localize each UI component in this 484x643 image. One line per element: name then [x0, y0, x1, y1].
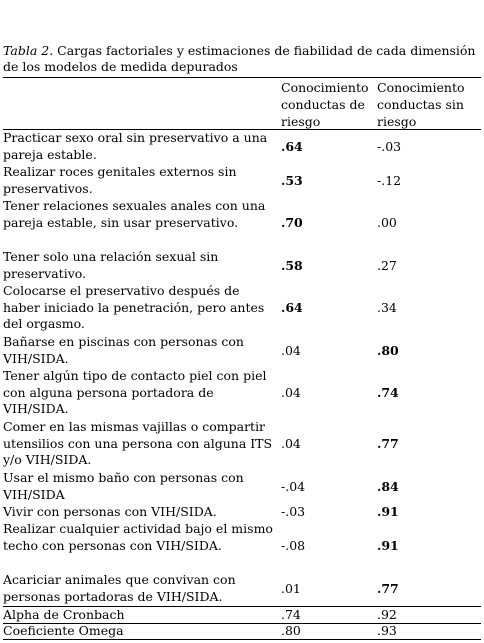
loading-no-risk: .77 — [377, 581, 399, 596]
table-row: Tener solo una relación sexual sin prese… — [3, 249, 481, 282]
loading-risk: .04 — [281, 343, 301, 358]
item-label: Tener solo una relación sexual sin prese… — [3, 249, 219, 281]
omega-risk: .80 — [281, 623, 301, 638]
table-row: Acariciar animales que convivan con pers… — [3, 572, 481, 605]
loading-risk: .70 — [281, 215, 303, 230]
header-rule — [3, 129, 481, 130]
loading-risk: -.03 — [281, 504, 306, 519]
table-label: Tabla 2. — [3, 43, 54, 58]
item-label: Practicar sexo oral sin preservativo a u… — [3, 130, 268, 162]
reliability-row-alpha: Alpha de Cronbach .74 .92 — [3, 607, 481, 623]
item-label: Usar el mismo baño con personas con VIH/… — [3, 470, 244, 502]
bottom-rule — [3, 639, 481, 640]
item-label: Coeficiente Omega — [3, 623, 124, 638]
loading-risk: .04 — [281, 436, 301, 451]
loading-no-risk: .77 — [377, 436, 399, 451]
table-row: Practicar sexo oral sin preservativo a u… — [3, 130, 481, 163]
table-row: Colocarse el preservativo después de hab… — [3, 283, 481, 333]
loading-no-risk: .27 — [377, 258, 397, 273]
table-title: Cargas factoriales y estimaciones de fia… — [3, 43, 476, 74]
row-rule — [3, 623, 481, 624]
loading-risk: .64 — [281, 300, 303, 315]
item-label: Realizar roces genitales externos sin pr… — [3, 164, 237, 196]
loading-no-risk: .84 — [377, 479, 399, 494]
item-label: Comer en las mismas vajillas o compartir… — [3, 419, 273, 467]
loading-risk: .58 — [281, 258, 303, 273]
loading-risk: .01 — [281, 581, 301, 596]
table-row: Vivir con personas con VIH/SIDA. -.03 .9… — [3, 504, 481, 521]
item-label: Acariciar animales que convivan con pers… — [3, 572, 236, 604]
loading-no-risk: .34 — [377, 300, 397, 315]
table-row: Tener algún tipo de contacto piel con pi… — [3, 368, 481, 418]
loading-no-risk: .00 — [377, 215, 397, 230]
reliability-row-omega: Coeficiente Omega .80 .93 — [3, 623, 481, 639]
table-row: Comer en las mismas vajillas o compartir… — [3, 419, 481, 469]
loading-no-risk: -.03 — [377, 139, 402, 154]
item-label: Alpha de Cronbach — [3, 607, 125, 622]
loading-risk: -.04 — [281, 479, 306, 494]
column-header-risk: Conocimiento conductas de riesgo — [281, 80, 369, 129]
table-row: Realizar roces genitales externos sin pr… — [3, 164, 481, 197]
alpha-no-risk: .92 — [377, 607, 397, 622]
table-row: Bañarse en piscinas con personas con VIH… — [3, 334, 481, 367]
table-row: Usar el mismo baño con personas con VIH/… — [3, 470, 481, 503]
table-caption: Tabla 2. Cargas factoriales y estimacion… — [3, 43, 481, 74]
reliability-rule — [3, 606, 481, 607]
item-label: Bañarse en piscinas con personas con VIH… — [3, 334, 244, 366]
alpha-risk: .74 — [281, 607, 301, 622]
loading-risk: .04 — [281, 385, 301, 400]
loading-no-risk: .91 — [377, 538, 399, 553]
item-label: Realizar cualquier actividad bajo el mis… — [3, 521, 273, 553]
table-row: Realizar cualquier actividad bajo el mis… — [3, 521, 481, 571]
top-rule — [3, 77, 481, 78]
loading-no-risk: .80 — [377, 343, 399, 358]
loading-no-risk: .74 — [377, 385, 399, 400]
column-header-no-risk: Conocimiento conductas sin riesgo — [377, 80, 465, 129]
loading-risk: .64 — [281, 139, 303, 154]
item-label: Tener relaciones sexuales anales con una… — [3, 198, 266, 230]
loading-no-risk: .91 — [377, 504, 399, 519]
item-label: Vivir con personas con VIH/SIDA. — [3, 504, 217, 519]
loading-no-risk: -.12 — [377, 173, 402, 188]
loading-risk: -.08 — [281, 538, 306, 553]
item-label: Colocarse el preservativo después de hab… — [3, 283, 265, 331]
item-label: Tener algún tipo de contacto piel con pi… — [3, 368, 267, 416]
omega-no-risk: .93 — [377, 623, 397, 638]
loading-risk: .53 — [281, 173, 303, 188]
table-row: Tener relaciones sexuales anales con una… — [3, 198, 481, 248]
